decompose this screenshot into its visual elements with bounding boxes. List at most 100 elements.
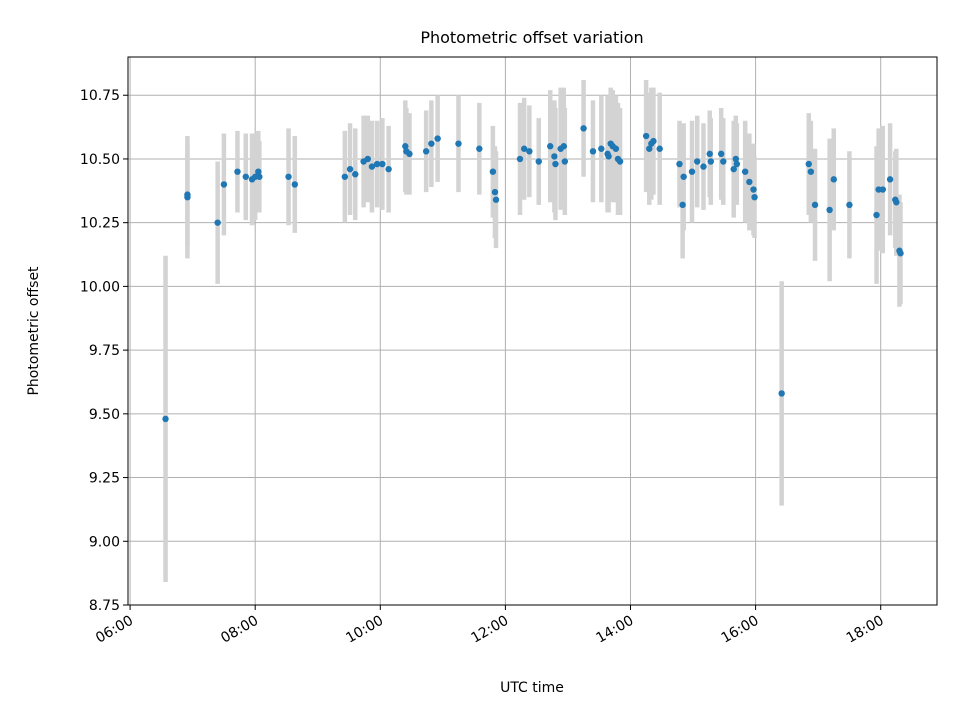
data-point [642,132,650,140]
x-tick-label: 08:00 [218,613,261,647]
data-point [598,145,605,152]
data-point [385,165,392,173]
grid [128,57,937,606]
data-point [547,143,554,150]
y-axis-label: Photometric offset [26,266,42,396]
data-point [805,160,812,168]
data-point [516,155,524,163]
data-point [491,188,499,196]
data-point [373,160,381,168]
data-point [476,145,483,152]
data-point [733,160,741,168]
data-point [897,250,904,257]
data-point [526,148,533,155]
data-point [750,186,757,193]
data-point [422,148,430,155]
y-tick-label: 8.75 [89,598,120,614]
data-point [650,137,657,145]
data-point [428,140,435,147]
data-point [811,201,819,209]
y-tick-label: 9.25 [89,471,120,487]
x-tick-label: 14:00 [594,613,637,647]
data-point [646,145,653,152]
x-tick-label: 12:00 [468,613,511,647]
data-point [535,158,542,165]
data-point [873,211,880,219]
data-point [676,160,683,168]
data-point [612,145,620,152]
data-point [184,191,191,198]
data-point [730,165,737,173]
data-point [341,173,349,180]
data-point [520,145,528,152]
data-point [589,148,597,155]
data-point [561,158,569,165]
y-tick-label: 9.75 [89,343,120,359]
y-tick-label: 10.00 [80,279,120,295]
data-point [346,165,354,173]
data-point [707,158,714,165]
data-point [214,219,221,226]
data-point [352,171,359,178]
data-point [694,158,701,165]
data-point [434,135,441,142]
data-point [220,181,228,188]
data-point [807,168,815,175]
data-point [489,168,497,175]
data-point [893,199,900,206]
data-point [717,150,725,158]
data-point [368,163,376,170]
data-point [656,145,663,152]
y-tick-label: 10.75 [80,88,120,104]
data-point [255,168,262,175]
data-point [285,173,292,180]
data-point [778,390,785,397]
data-point [234,168,241,175]
data-point [879,186,886,193]
chart-title: Photometric offset variation [420,28,643,47]
data-point [688,168,696,175]
x-axis-label: UTC time [500,680,564,696]
data-point [700,163,707,170]
data-point [406,150,413,158]
data-point [706,150,713,158]
data-point [580,125,587,132]
data-point [256,173,263,180]
data-point [746,178,753,186]
x-tick-label: 16:00 [719,613,762,647]
data-point [455,140,462,147]
data-point [826,206,833,214]
plot-frame [127,56,938,606]
data-point [720,158,727,165]
data-point [679,201,686,209]
x-axis-ticks: 06:00 08:00 10:00 12:00 14:00 16:00 18:00 [93,605,887,647]
data-point [886,176,894,183]
data-point [751,193,758,201]
data-point [830,176,837,183]
data-point [732,155,739,163]
data-point [551,153,558,160]
data-point [741,168,749,175]
data-point [379,160,386,168]
data-point [364,155,371,163]
y-tick-label: 10.25 [80,216,120,232]
y-tick-label: 9.00 [89,534,120,550]
data-points [162,125,904,423]
data-point [162,415,169,423]
data-point [492,196,500,203]
y-axis-ticks: 8.75 9.00 9.25 9.50 9.75 10.00 10.25 10.50 10.75 [80,88,128,614]
data-point [680,173,687,180]
x-tick-label: 10:00 [343,613,386,647]
data-point [846,201,853,209]
data-point [291,181,299,188]
data-point [242,173,250,180]
y-tick-label: 9.50 [89,407,120,423]
data-point [605,153,612,160]
x-tick-label: 06:00 [93,613,136,647]
data-point [402,143,409,150]
data-point [560,143,567,150]
x-tick-label: 18:00 [844,613,887,647]
data-point [552,160,559,168]
y-tick-label: 10.50 [80,152,120,168]
